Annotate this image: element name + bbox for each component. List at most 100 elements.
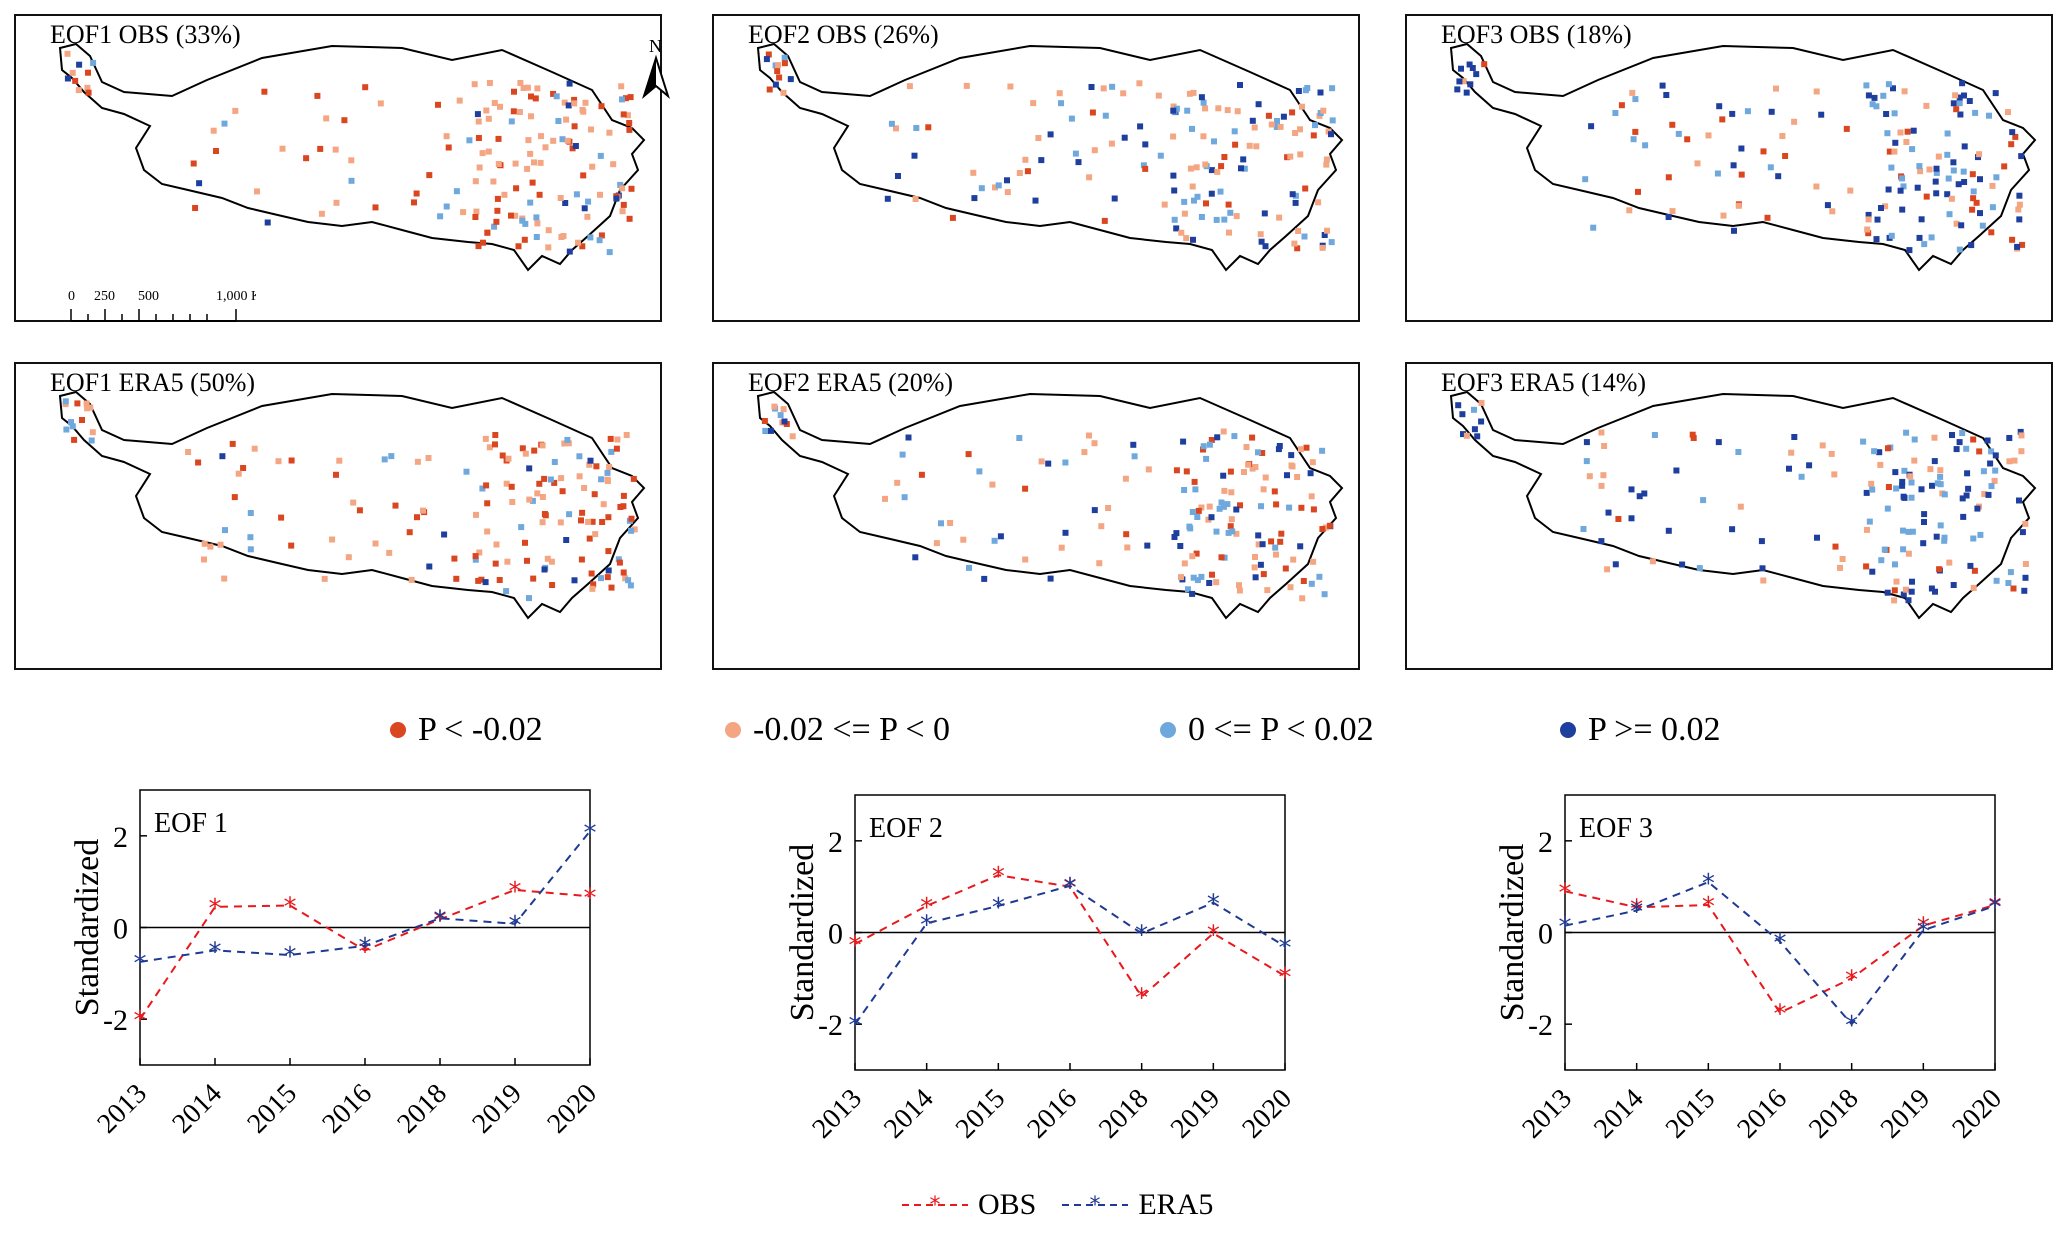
grid-cell xyxy=(589,585,596,592)
map-panel-eof2-obs: EOF2 OBS (26%) xyxy=(712,14,1360,322)
grid-cell xyxy=(451,555,458,562)
grid-cell xyxy=(566,248,573,255)
grid-cell xyxy=(619,185,626,192)
grid-cell xyxy=(1471,426,1478,433)
grid-cell xyxy=(1183,235,1190,242)
grid-cell xyxy=(63,426,70,433)
grid-cell xyxy=(1899,478,1906,485)
x-tick-label: 2016 xyxy=(1021,1083,1083,1145)
grid-cell xyxy=(578,556,585,563)
grid-cell xyxy=(1885,81,1892,88)
grid-cell xyxy=(1884,130,1891,137)
grid-cell xyxy=(585,198,592,205)
grid-cell xyxy=(905,434,912,441)
grid-cell xyxy=(83,400,90,407)
grid-cell xyxy=(1217,188,1224,195)
grid-cell xyxy=(1866,518,1873,525)
grid-cell xyxy=(2001,163,2008,170)
grid-cell xyxy=(88,437,95,444)
grid-cell xyxy=(1252,554,1258,560)
grid-cell xyxy=(978,185,985,192)
grid-cell xyxy=(1171,187,1178,194)
grid-cell xyxy=(1213,579,1220,586)
scale-label-1000: 1,000 KM xyxy=(216,289,256,304)
grid-cell xyxy=(1262,474,1269,481)
grid-cell xyxy=(1933,533,1940,540)
grid-cell xyxy=(530,575,537,582)
grid-cell xyxy=(1903,586,1909,593)
grid-cell xyxy=(1290,556,1297,563)
grid-cell xyxy=(275,458,282,465)
grid-cell xyxy=(321,575,328,582)
grid-cell xyxy=(771,403,778,410)
grid-cell xyxy=(1775,173,1782,180)
grid-cell xyxy=(1190,574,1197,581)
grid-cell xyxy=(1974,505,1981,512)
grid-cell xyxy=(1264,587,1271,594)
grid-cell xyxy=(1273,501,1280,508)
grid-cell xyxy=(518,524,525,531)
grid-cell xyxy=(1460,431,1466,438)
grid-cell xyxy=(484,229,491,236)
grid-cell xyxy=(1328,131,1334,138)
grid-cell xyxy=(1900,527,1906,534)
grid-cell xyxy=(1916,234,1923,241)
grid-cell xyxy=(912,196,919,202)
grid-cell xyxy=(1170,103,1177,110)
grid-cell xyxy=(1873,236,1880,243)
grid-cell xyxy=(1950,100,1957,107)
grid-cell xyxy=(1891,587,1898,594)
grid-cell xyxy=(526,496,533,503)
grid-cell xyxy=(1171,216,1178,223)
grid-cell xyxy=(213,148,219,154)
legend-item-weak-negative: -0.02 <= P < 0 xyxy=(725,705,950,755)
grid-cell xyxy=(761,418,768,424)
grid-cell xyxy=(463,468,470,475)
grid-cell xyxy=(1249,117,1256,124)
grid-cell xyxy=(911,152,918,159)
y-tick-label: 2 xyxy=(1538,826,1553,859)
grid-cell xyxy=(1294,245,1301,252)
grid-cell xyxy=(1952,92,1959,99)
grid-cell xyxy=(1259,450,1266,456)
grid-cell xyxy=(571,96,578,103)
grid-cell xyxy=(1016,435,1023,441)
grid-cell xyxy=(84,84,91,91)
grid-cell xyxy=(1277,538,1284,545)
map-canvas xyxy=(756,42,1344,272)
grid-cell xyxy=(1937,467,1944,474)
grid-cell xyxy=(1455,402,1462,409)
grid-cell xyxy=(2015,206,2022,213)
grid-cell xyxy=(524,557,530,564)
grid-cell xyxy=(1319,447,1326,454)
grid-cell xyxy=(1289,191,1296,198)
grid-cell xyxy=(492,432,499,438)
grid-cell xyxy=(1272,544,1279,551)
grid-cell xyxy=(217,541,224,548)
grid-cell xyxy=(585,518,592,525)
grid-cell xyxy=(1865,211,1872,218)
grid-cell xyxy=(247,534,254,541)
grid-cell xyxy=(1233,506,1240,513)
grid-cell xyxy=(1976,448,1983,455)
grid-cell xyxy=(1918,486,1925,493)
grid-cell xyxy=(1956,94,1963,101)
grid-cell xyxy=(1131,453,1138,460)
x-tick-label: 2013 xyxy=(1516,1083,1578,1145)
grid-cell xyxy=(1818,111,1825,118)
grid-cell xyxy=(560,233,567,239)
grid-cell xyxy=(1202,161,1209,168)
grid-cell xyxy=(606,249,613,256)
grid-cell xyxy=(1971,567,1978,574)
grid-cell xyxy=(185,449,192,455)
grid-cell xyxy=(1675,130,1682,137)
grid-cell xyxy=(1871,94,1878,101)
grid-cell xyxy=(1909,578,1915,585)
grid-cell xyxy=(1289,109,1296,116)
grid-cell xyxy=(2008,141,2015,148)
grid-cell xyxy=(617,181,624,188)
grid-cell xyxy=(781,54,788,61)
grid-cell xyxy=(1299,595,1306,602)
grid-cell xyxy=(1876,449,1883,456)
grid-cell xyxy=(626,126,633,133)
